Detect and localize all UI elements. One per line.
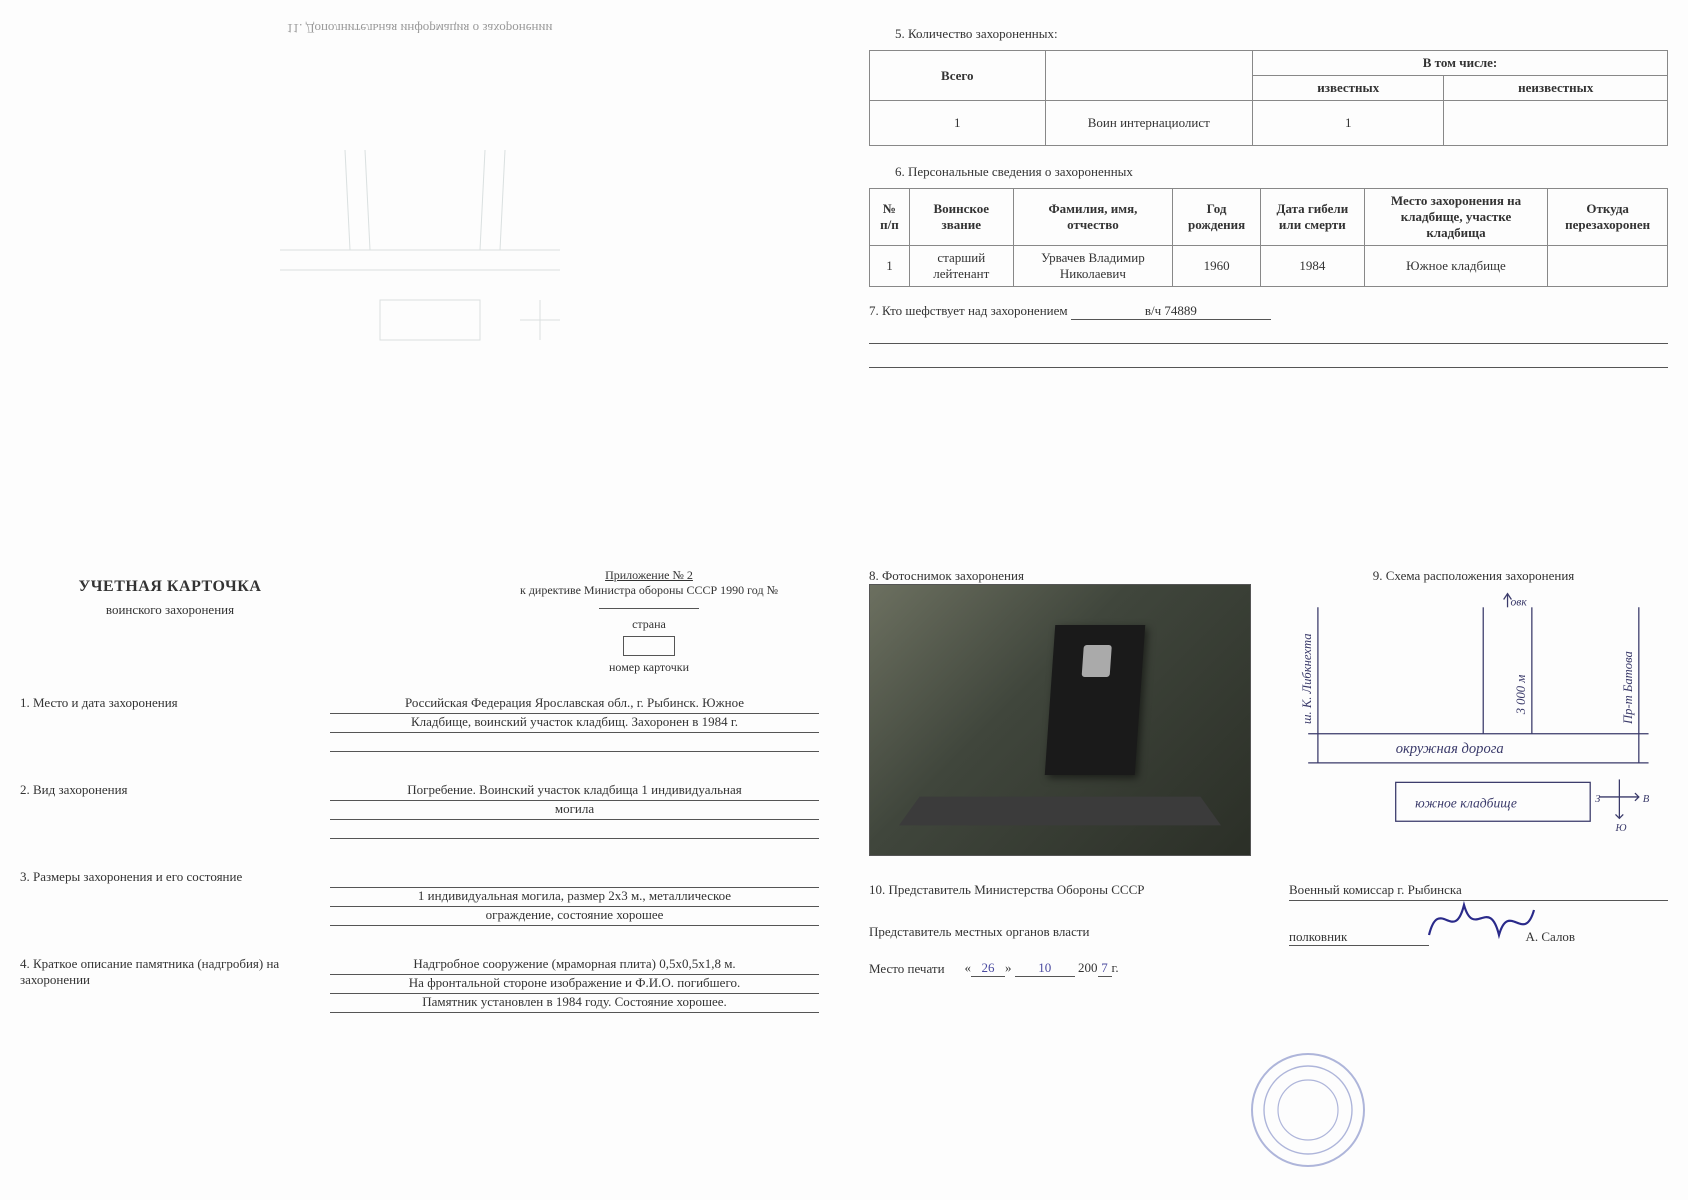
field-3-label: 3. Размеры захоронения и его состояние [20, 869, 330, 885]
th-unknown: неизвестных [1444, 76, 1668, 101]
compass-e: В [1643, 792, 1650, 804]
value-line: ограждение, состояние хорошее [330, 907, 819, 926]
stamp-icon [1248, 1050, 1368, 1170]
table-personal-data: № п/п Воинское звание Фамилия, имя, отче… [869, 188, 1668, 287]
value-line: 1 индивидуальная могила, размер 2x3 м., … [330, 888, 819, 907]
date-day: 26 [971, 960, 1005, 977]
value-line: Погребение. Воинский участок кладбища 1 … [330, 782, 819, 801]
value-line: Российская Федерация Ярославская обл., г… [330, 695, 819, 714]
field-4-label: 4. Краткое описание памятника (надгробия… [20, 956, 330, 988]
appendix-line2: к директиве Министра обороны СССР 1990 г… [479, 583, 819, 598]
value-line: Надгробное сооружение (мраморная плита) … [330, 956, 819, 975]
field-4-values: Надгробное сооружение (мраморная плита) … [330, 956, 819, 1013]
registration-card: УЧЕТНАЯ КАРТОЧКА воинского захоронения П… [20, 568, 819, 1181]
card-title-block: УЧЕТНАЯ КАРТОЧКА воинского захоронения [20, 568, 320, 618]
card-title: УЧЕТНАЯ КАРТОЧКА [20, 578, 320, 596]
field-2-label: 2. Вид захоронения [20, 782, 330, 798]
photo-scheme-signatures: 8. Фотоснимок захоронения 9. Схема распо… [869, 568, 1668, 1181]
appendix-line1: Приложение № 2 [479, 568, 819, 583]
cell-death: 1984 [1260, 246, 1364, 287]
scheme-left: ш. К. Либкнехта [1300, 633, 1314, 724]
field-2-values: Погребение. Воинский участок кладбища 1 … [330, 782, 819, 839]
compass-s: Ю [1614, 821, 1626, 833]
scheme-road: окружная дорога [1396, 741, 1504, 757]
appendix-block: Приложение № 2 к директиве Министра обор… [479, 568, 819, 675]
value-line: Памятник установлен в 1984 году. Состоян… [330, 994, 819, 1013]
field-1-values: Российская Федерация Ярославская обл., г… [330, 695, 819, 752]
card-number-label: номер карточки [479, 660, 819, 675]
th-total: Всего [870, 51, 1046, 101]
table-row: 1 Воин интернациолист 1 [870, 101, 1668, 146]
date-year-suffix: 7 [1098, 960, 1112, 977]
scheme-ovk: овк [1510, 595, 1527, 608]
th-name: Фамилия, имя, отчество [1013, 189, 1173, 246]
cell-birth: 1960 [1173, 246, 1261, 287]
th-num: № п/п [870, 189, 910, 246]
section-6-title: 6. Персональные сведения о захороненных [895, 164, 1668, 180]
th-birth: Год рождения [1173, 189, 1261, 246]
country-label: страна [479, 617, 819, 632]
table-row: 1 старший лейтенант Урвачев Владимир Ник… [870, 246, 1668, 287]
card-subtitle: воинского захоронения [20, 602, 320, 618]
cell-rank: старший лейтенант [909, 246, 1013, 287]
section-5-title: 5. Количество захороненных: [895, 26, 1668, 42]
cell-place: Южное кладбище [1364, 246, 1548, 287]
rank-line: полковник [1289, 929, 1429, 946]
section-11-caption: 11. Дополнительная информация о захороне… [20, 20, 819, 36]
scheme-dist: 3 000 м [1514, 674, 1528, 715]
blank-line [869, 366, 1668, 368]
rep-local-label: Представитель местных органов власти [869, 924, 1249, 940]
scheme-cemetery: южное кладбище [1415, 795, 1517, 810]
value-line [330, 820, 819, 839]
sections-5-6-7: 5. Количество захороненных: Всего В том … [869, 20, 1668, 528]
date-year-prefix: 200 [1078, 960, 1098, 975]
rep-defense-label: 10. Представитель Министерства Обороны С… [869, 882, 1249, 898]
document-page: 11. Дополнительная информация о захороне… [20, 20, 1668, 1180]
value-line: могила [330, 801, 819, 820]
cell-total: 1 [870, 101, 1046, 146]
th-place: Место захоронения на кладбище, участке к… [1364, 189, 1548, 246]
cell-known: 1 [1253, 101, 1444, 146]
th-subtotal: В том числе: [1253, 51, 1668, 76]
cell-from [1548, 246, 1668, 287]
section-8-title: 8. Фотоснимок захоронения [869, 568, 1249, 584]
date-month: 10 [1015, 960, 1075, 977]
card-number-box [623, 636, 675, 656]
date-year-end: г. [1112, 960, 1119, 975]
scheme-right: Пр-т Батова [1621, 651, 1635, 725]
signature-icon [1419, 890, 1539, 950]
table-burial-count: Всего В том числе: известных неизвестных… [869, 50, 1668, 146]
th-known: известных [1253, 76, 1444, 101]
th-from: Откуда перезахоронен [1548, 189, 1668, 246]
location-scheme: овк окружная дорога южное кладбище ш. К.… [1279, 584, 1668, 864]
cell-num: 1 [870, 246, 910, 287]
cell-category: Воин интернациолист [1045, 101, 1252, 146]
burial-photo [869, 584, 1251, 856]
value-line [330, 733, 819, 752]
value-line: Кладбище, воинский участок кладбищ. Захо… [330, 714, 819, 733]
section-11-flipped: 11. Дополнительная информация о захороне… [20, 20, 819, 528]
section-9-title: 9. Схема расположения захоронения [1279, 568, 1668, 584]
compass-w: З [1595, 792, 1601, 804]
th-death: Дата гибели или смерти [1260, 189, 1364, 246]
section-7-value: в/ч 74889 [1071, 303, 1271, 320]
field-3-values: 1 индивидуальная могила, размер 2x3 м., … [330, 869, 819, 926]
value-line [330, 869, 819, 888]
section-7-label: 7. Кто шефствует над захоронением [869, 303, 1068, 318]
blank-line [869, 342, 1668, 344]
cell-unknown [1444, 101, 1668, 146]
field-1-label: 1. Место и дата захоронения [20, 695, 330, 711]
seal-label: Место печати [869, 961, 945, 977]
cell-name: Урвачев Владимир Николаевич [1013, 246, 1173, 287]
th-rank: Воинское звание [909, 189, 1013, 246]
value-line: На фронтальной стороне изображение и Ф.И… [330, 975, 819, 994]
